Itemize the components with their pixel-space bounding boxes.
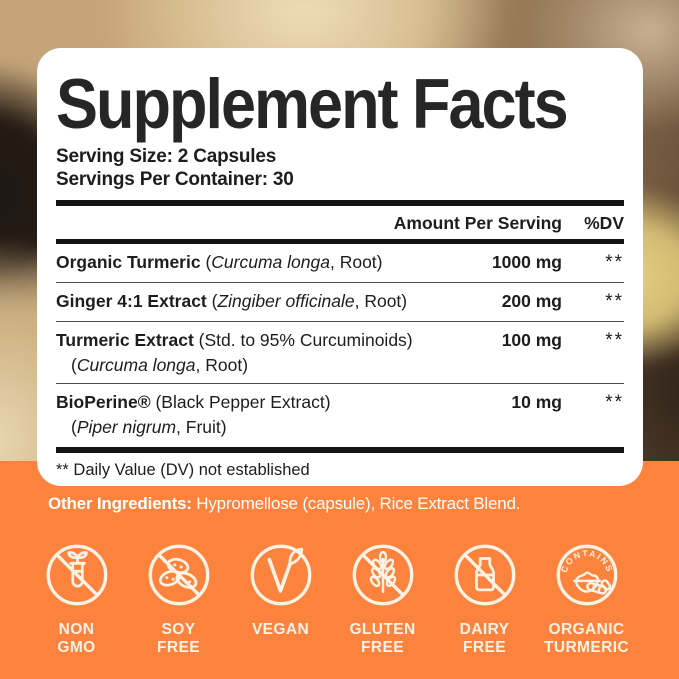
amount-value: 200 mg xyxy=(501,291,562,312)
dv-value: ** xyxy=(605,391,624,413)
claim-badges-row: NON GMO SOY FREE VEGAN xyxy=(28,541,635,658)
ingredient-latin-name: Curcuma longa xyxy=(76,354,196,375)
ingredient-detail-end: , Root) xyxy=(329,252,383,273)
column-header-amount: Amount Per Serving xyxy=(393,213,562,234)
badge-vegan: VEGAN xyxy=(232,541,329,658)
servings-per-container: Servings Per Container: 30 xyxy=(56,169,294,191)
amount-value: 10 mg xyxy=(511,391,562,412)
ingredient-detail: (Std. to 95% Curcuminoids) xyxy=(193,329,413,350)
badge-label: GLUTEN FREE xyxy=(349,621,416,657)
table-row: Organic Turmeric (Curcuma longa, Root) 1… xyxy=(56,244,624,284)
dv-value: ** xyxy=(605,329,624,351)
latin-paren-end: , Fruit) xyxy=(176,416,227,437)
column-header-dv: %DV xyxy=(584,213,624,234)
ingredient-name-bold: Ginger 4:1 Extract xyxy=(56,291,207,312)
latin-paren-end: , Root) xyxy=(195,354,249,375)
ingredient-latin-name: Curcuma longa xyxy=(211,252,330,273)
other-ingredients-value: Hypromellose (capsule), Rice Extract Ble… xyxy=(191,494,521,513)
latin-paren: ( xyxy=(71,354,77,375)
ingredient-detail-end: , Root) xyxy=(354,291,408,312)
divider-medium xyxy=(56,239,624,245)
ingredient-detail: ( xyxy=(206,291,218,312)
ingredient-second-line: (Piper nigrum, Fruit) xyxy=(56,417,456,438)
panel-title: Supplement Facts xyxy=(56,65,569,144)
ingredient-name: Turmeric Extract (Std. to 95% Curcuminoi… xyxy=(56,330,462,376)
badge-label: SOY FREE xyxy=(157,621,200,657)
table-row: Ginger 4:1 Extract (Zingiber officinale,… xyxy=(56,283,624,322)
soy-free-icon xyxy=(148,544,209,606)
non-gmo-icon xyxy=(46,544,107,606)
badge-label: VEGAN xyxy=(251,621,310,638)
divider-thick xyxy=(56,200,624,207)
badge-non-gmo: NON GMO xyxy=(28,541,125,658)
ingredient-name: Organic Turmeric (Curcuma longa, Root) xyxy=(56,252,462,275)
divider-thick xyxy=(56,446,624,453)
ingredient-name-bold: Turmeric Extract xyxy=(56,329,194,350)
dv-value: ** xyxy=(605,252,624,274)
dairy-free-icon xyxy=(454,544,515,606)
amount-value: 100 mg xyxy=(501,329,562,350)
ingredient-name: BioPerine® (Black Pepper Extract) (Piper … xyxy=(56,392,462,438)
amount-value: 1000 mg xyxy=(491,252,562,273)
ingredient-name-bold: Organic Turmeric xyxy=(56,252,201,273)
supplement-facts-panel: Supplement Facts Serving Size: 2 Capsule… xyxy=(37,48,643,486)
badge-label: NON GMO xyxy=(57,621,96,657)
dv-value: ** xyxy=(605,291,624,313)
ingredient-detail: ( xyxy=(200,252,212,273)
latin-paren: ( xyxy=(71,416,77,437)
gluten-free-icon xyxy=(352,544,413,606)
ingredient-latin-name: Zingiber officinale xyxy=(217,291,355,312)
ingredient-latin-name: Piper nigrum xyxy=(76,416,177,437)
other-ingredients: Other Ingredients: Hypromellose (capsule… xyxy=(48,494,520,514)
table-header: Amount Per Serving %DV xyxy=(56,206,624,239)
serving-size: Serving Size: 2 Capsules xyxy=(56,146,277,167)
badge-organic-turmeric: CONTAINS ORGANIC TURMERIC xyxy=(538,541,635,658)
badge-dairy-free: DAIRY FREE xyxy=(436,541,533,658)
badge-label: DAIRY FREE xyxy=(459,621,510,657)
badge-label: ORGANIC TURMERIC xyxy=(544,621,629,657)
organic-turmeric-icon: CONTAINS xyxy=(556,544,617,606)
ingredient-name-bold: BioPerine® xyxy=(56,391,151,412)
badge-soy-free: SOY FREE xyxy=(130,541,227,658)
badge-gluten-free: GLUTEN FREE xyxy=(334,541,431,658)
ingredient-second-line: (Curcuma longa, Root) xyxy=(56,355,456,376)
vegan-icon xyxy=(250,544,311,606)
table-row: Turmeric Extract (Std. to 95% Curcuminoi… xyxy=(56,322,624,384)
ingredient-name: Ginger 4:1 Extract (Zingiber officinale,… xyxy=(56,291,462,314)
orange-footer-band xyxy=(0,461,679,679)
ingredient-detail: (Black Pepper Extract) xyxy=(150,391,331,412)
dv-footnote: ** Daily Value (DV) not established xyxy=(56,460,310,479)
table-row: BioPerine® (Black Pepper Extract) (Piper … xyxy=(56,384,624,445)
other-ingredients-label: Other Ingredients: xyxy=(48,494,192,513)
